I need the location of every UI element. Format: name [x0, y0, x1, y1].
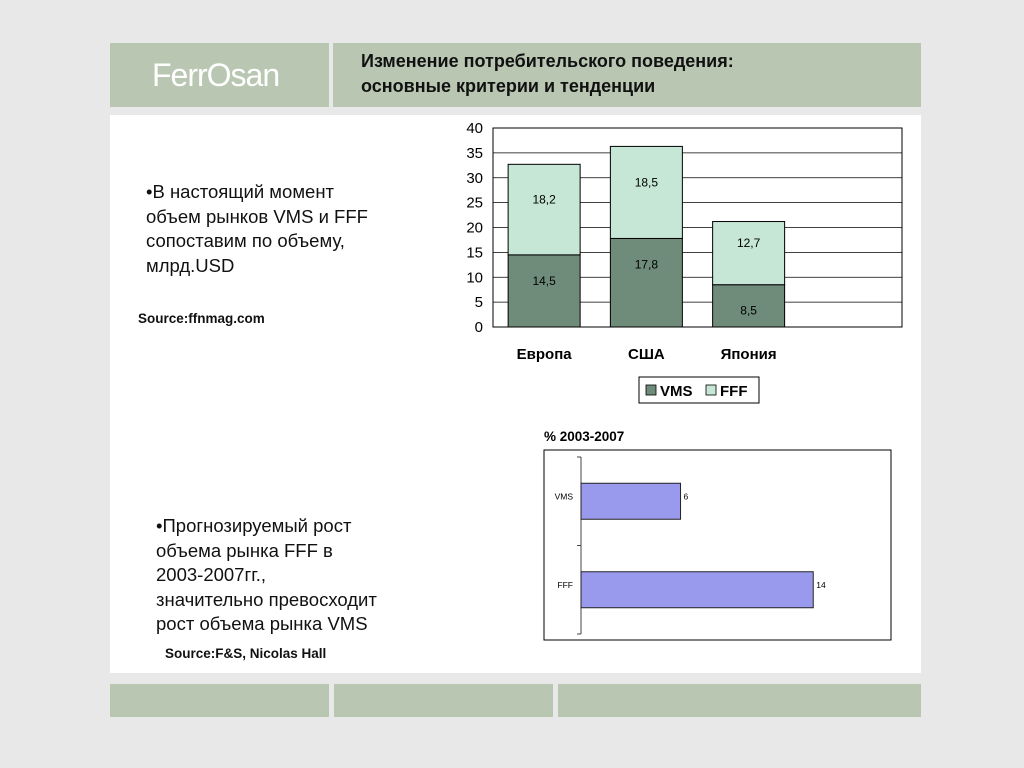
bar-fff [609, 145, 683, 239]
bar-vms [609, 237, 683, 328]
y-tick-label: 5 [475, 294, 483, 311]
stacked-bar-chart: 0 5 10 15 20 25 30 35 40 14,5 18,2 Европа 17,8 18,5 СШ… [466, 120, 903, 404]
y-tick-label: 40 [466, 120, 483, 137]
page-title: Изменение потребительского поведения: ос… [361, 49, 734, 99]
bullet-text-2: •Прогнозируемый рост объема рынка FFF в … [156, 514, 377, 637]
logo-panel: FerrOsan [110, 43, 329, 107]
data-label: 6 [684, 491, 689, 501]
bar-fff [507, 163, 581, 256]
source-ffnmag: Source:ffnmag.com [138, 311, 265, 326]
y-category-label: FFF [557, 580, 573, 590]
y-tick-label: 30 [466, 170, 483, 187]
chart-frame [543, 449, 892, 641]
legend-swatch-vms [645, 384, 657, 396]
bullet1-line: объем рынков VMS и FFF [146, 205, 368, 227]
ferrosan-logo: FerrOsan [152, 57, 280, 93]
legend-box [638, 376, 760, 404]
title-line-2: основные критерии и тенденции [361, 76, 656, 96]
plot-frame [492, 127, 903, 328]
y-tick-label: 25 [466, 195, 483, 212]
y-tick-label: 35 [466, 145, 483, 162]
bar-fff [580, 571, 814, 609]
bullet1-line: сопоставим по объему, [146, 230, 345, 251]
bullet2-line: объема рынка FFF в [156, 539, 333, 561]
bullet2-line: 2003-2007гг., [156, 564, 266, 585]
y-tick-label: 0 [475, 319, 483, 336]
bullet2-line: значительно превосходит [156, 588, 377, 610]
x-category-label: Европа [517, 346, 573, 363]
y-category-label: VMS [555, 491, 574, 501]
bar-vms [507, 254, 581, 328]
y-tick-label: 15 [466, 244, 483, 261]
y-tick-label: 20 [466, 220, 483, 237]
growth-bar-chart: % 2003-2007 VMS 6 FFF 14 [543, 429, 892, 641]
bullet1-line: млрд.USD [146, 254, 235, 276]
y-tick-label: 10 [466, 269, 483, 286]
source-fs: Source:F&S, Nicolas Hall [165, 646, 327, 661]
data-label: 14,5 [532, 274, 556, 288]
bar-vms [712, 284, 786, 328]
bullet2-line: •Прогнозируемый рост [156, 515, 352, 536]
bar-fff [712, 221, 786, 286]
bullet-text-1: •В настоящий момент объем рынков VMS и F… [146, 180, 368, 278]
legend-swatch-fff [705, 384, 717, 396]
data-label: 12,7 [737, 236, 761, 250]
bullet2-line: рост объема рынка VMS [156, 613, 368, 634]
data-label: 17,8 [635, 257, 659, 271]
data-label: 18,5 [635, 175, 659, 189]
legend-label-vms: VMS [660, 383, 693, 400]
title-panel: Изменение потребительского поведения: ос… [333, 43, 921, 107]
x-category-label: США [628, 346, 665, 363]
legend-label-fff: FFF [720, 383, 748, 400]
footer-band-3 [558, 684, 921, 717]
chart-title: % 2003-2007 [544, 429, 624, 444]
data-label: 8,5 [740, 304, 757, 318]
bar-vms [580, 482, 682, 520]
data-label: 14 [816, 580, 826, 590]
title-line-1: Изменение потребительского поведения: [361, 51, 734, 71]
data-label: 18,2 [532, 193, 556, 207]
bullet1-line: •В настоящий момент [146, 181, 335, 202]
footer-band-2 [334, 684, 553, 717]
footer-band-1 [110, 684, 329, 717]
x-category-label: Япония [721, 346, 777, 363]
